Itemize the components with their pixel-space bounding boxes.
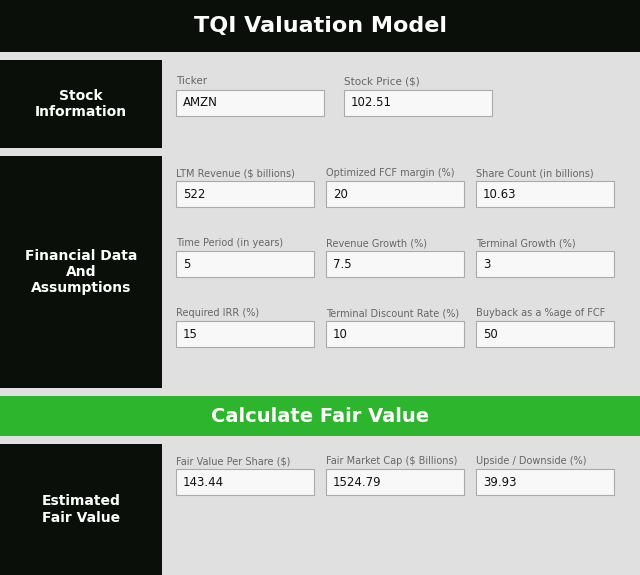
- Text: 3: 3: [483, 258, 490, 270]
- Text: Buyback as a %age of FCF: Buyback as a %age of FCF: [476, 308, 605, 318]
- Text: 5: 5: [183, 258, 190, 270]
- FancyBboxPatch shape: [176, 90, 324, 116]
- FancyBboxPatch shape: [0, 444, 640, 575]
- Text: Terminal Growth (%): Terminal Growth (%): [476, 238, 575, 248]
- Text: Fair Market Cap ($ Billions): Fair Market Cap ($ Billions): [326, 456, 458, 466]
- Text: LTM Revenue ($ billions): LTM Revenue ($ billions): [176, 168, 295, 178]
- Text: Stock
Information: Stock Information: [35, 89, 127, 119]
- Text: Calculate Fair Value: Calculate Fair Value: [211, 407, 429, 426]
- FancyBboxPatch shape: [176, 469, 314, 495]
- Text: 15: 15: [183, 328, 198, 340]
- FancyBboxPatch shape: [176, 251, 314, 277]
- Text: 20: 20: [333, 187, 348, 201]
- FancyBboxPatch shape: [326, 469, 464, 495]
- Text: Estimated
Fair Value: Estimated Fair Value: [42, 494, 120, 524]
- Text: Upside / Downside (%): Upside / Downside (%): [476, 456, 586, 466]
- Text: Revenue Growth (%): Revenue Growth (%): [326, 238, 427, 248]
- FancyBboxPatch shape: [326, 251, 464, 277]
- FancyBboxPatch shape: [176, 181, 314, 207]
- FancyBboxPatch shape: [476, 469, 614, 495]
- FancyBboxPatch shape: [0, 0, 640, 52]
- Text: Optimized FCF margin (%): Optimized FCF margin (%): [326, 168, 454, 178]
- Text: 39.93: 39.93: [483, 476, 516, 489]
- Text: Terminal Discount Rate (%): Terminal Discount Rate (%): [326, 308, 459, 318]
- Text: 143.44: 143.44: [183, 476, 224, 489]
- FancyBboxPatch shape: [476, 321, 614, 347]
- Text: Share Count (in billions): Share Count (in billions): [476, 168, 594, 178]
- Text: 102.51: 102.51: [351, 97, 392, 109]
- FancyBboxPatch shape: [326, 321, 464, 347]
- Text: Fair Value Per Share ($): Fair Value Per Share ($): [176, 456, 291, 466]
- FancyBboxPatch shape: [344, 90, 492, 116]
- FancyBboxPatch shape: [476, 181, 614, 207]
- Text: Ticker: Ticker: [176, 76, 207, 86]
- FancyBboxPatch shape: [0, 60, 640, 148]
- FancyBboxPatch shape: [0, 444, 162, 575]
- Text: Stock Price ($): Stock Price ($): [344, 76, 420, 86]
- Text: Required IRR (%): Required IRR (%): [176, 308, 259, 318]
- Text: 10: 10: [333, 328, 348, 340]
- Text: 50: 50: [483, 328, 498, 340]
- Text: 1524.79: 1524.79: [333, 476, 381, 489]
- Text: AMZN: AMZN: [183, 97, 218, 109]
- FancyBboxPatch shape: [0, 156, 162, 388]
- FancyBboxPatch shape: [0, 60, 162, 148]
- Text: 7.5: 7.5: [333, 258, 351, 270]
- Text: TQI Valuation Model: TQI Valuation Model: [193, 16, 447, 36]
- FancyBboxPatch shape: [176, 321, 314, 347]
- Text: 522: 522: [183, 187, 205, 201]
- FancyBboxPatch shape: [476, 251, 614, 277]
- FancyBboxPatch shape: [0, 156, 640, 388]
- FancyBboxPatch shape: [326, 181, 464, 207]
- Text: Financial Data
And
Assumptions: Financial Data And Assumptions: [25, 249, 137, 295]
- FancyBboxPatch shape: [0, 396, 640, 436]
- Text: Time Period (in years): Time Period (in years): [176, 238, 283, 248]
- Text: 10.63: 10.63: [483, 187, 516, 201]
